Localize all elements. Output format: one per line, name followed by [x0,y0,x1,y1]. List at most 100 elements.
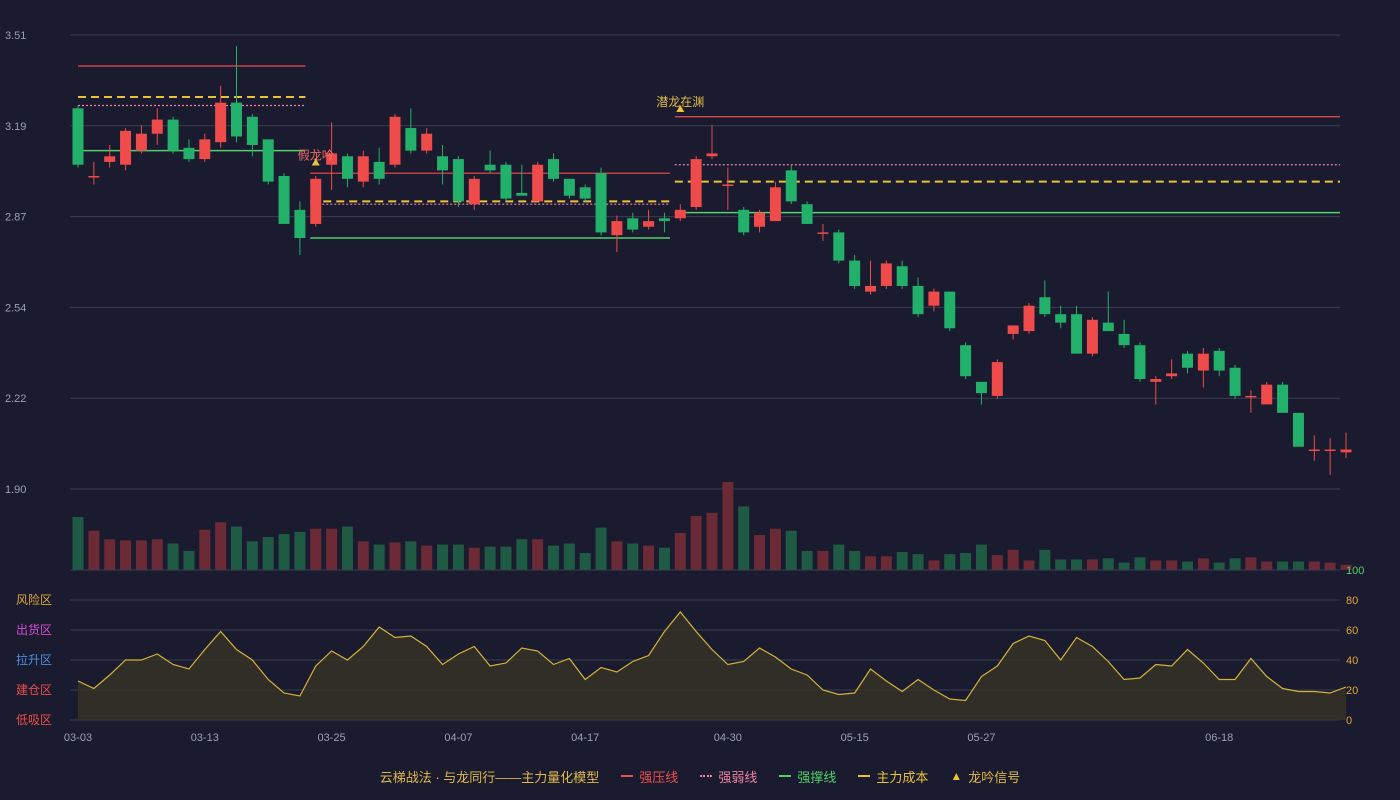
date-tick-label: 03-03 [64,732,92,744]
candle-body [722,184,734,186]
candle-body [1118,333,1130,346]
volume-bar [595,527,607,570]
volume-bar [690,515,702,570]
candle-body [785,170,797,202]
candle-body [1150,379,1162,382]
candle-body [690,159,702,208]
legend-resist[interactable]: 强压线 [621,767,678,786]
legend-signal-label: 龙吟信号 [968,769,1021,785]
candle-body [849,260,861,286]
candle-body [548,159,559,179]
volume-bar [627,543,639,570]
signal-label: 潜龙在渊 [656,95,704,109]
volume-bar [72,516,84,570]
volume-bar [643,545,655,570]
date-axis: 03-03 03-13 03-25 04-07 04-17 04-30 05-15 05-27… [64,732,1233,744]
signal-triangle-icon [311,158,320,166]
candle-body [595,173,607,233]
volume-bar [373,544,385,570]
score-line [77,611,1347,702]
volume-bar [912,554,924,570]
volume-bar [1102,558,1114,570]
candle-body [357,156,369,182]
volume-bar [326,528,338,570]
candle-body [183,147,195,160]
candle-body [262,139,274,182]
volume-bar [611,541,623,570]
volume-bar [1308,561,1320,570]
candle-body [1086,319,1098,354]
resist-line-swatch [621,775,634,777]
volume-bar [1277,561,1289,570]
volume-bar [1213,562,1225,570]
candle-body [960,345,972,377]
zone-label: 出货区 [16,622,52,637]
candle-body [1340,449,1352,453]
volume-bar [1039,549,1051,570]
score-tick-label: 60 [1346,625,1358,637]
signal-annotations: 假龙吟 潜龙在渊 [298,95,704,166]
score-tick-label: 80 [1346,595,1358,607]
volume-bar [944,554,956,570]
candle-body [738,209,750,233]
volume-bar [1182,561,1193,570]
volume-bar [865,556,876,570]
candle-body [896,266,908,286]
candlestick-series [72,46,1352,475]
volume-bar [532,539,544,570]
candle-body [563,178,575,196]
price-tick-label: 2.22 [5,393,26,405]
candle-body [246,116,258,145]
candle-body [928,291,940,306]
candle-body [231,102,242,137]
volume-bar [452,544,464,570]
volume-bar [1007,549,1019,570]
volume-bar [722,482,734,570]
legend-support[interactable]: 强撑线 [779,767,836,786]
legend-signal[interactable]: ▲ 龙吟信号 [950,767,1020,786]
candle-body [801,204,813,224]
zone-label: 低吸区 [16,713,52,727]
volume-bar [215,522,227,570]
candle-body [1197,353,1209,371]
volume-bar [801,550,813,570]
volume-bar [785,530,797,570]
volume-bar [706,512,718,570]
volume-bar [548,545,559,570]
candle-body [1102,322,1114,332]
volume-bar [817,550,829,570]
volume-bar [1229,558,1241,570]
candle-body [88,175,100,178]
volume-bar [960,553,972,570]
candle-body [215,102,227,143]
candle-body [880,263,892,286]
volume-bar [231,526,242,570]
price-tick-label: 3.19 [5,121,26,133]
zone-label: 建仓区 [16,683,52,697]
volume-bar [1340,564,1352,570]
legend-weak[interactable]: 强弱线 [700,767,757,786]
volume-bar [833,544,845,570]
date-tick-label: 04-07 [444,732,472,744]
candle-body [817,232,829,234]
candle-body [912,285,924,315]
legend-resist-label: 强压线 [639,769,679,785]
candle-body [1166,373,1178,377]
candle-body [1134,345,1146,380]
legend-cost[interactable]: 主力成本 [858,767,928,786]
date-tick-label: 06-18 [1205,732,1233,744]
candle-body [500,164,512,199]
triangle-icon: ▲ [950,769,963,783]
candle-body [1308,449,1320,452]
candle-body [944,291,956,329]
support-line-swatch [779,775,792,777]
zone-label: 拉升区 [16,652,52,667]
date-tick-label: 05-15 [841,732,869,744]
volume-bar [1118,562,1130,570]
candle-body [516,192,528,196]
date-tick-label: 03-13 [191,732,219,744]
candle-body [294,209,306,239]
legend-cost-label: 主力成本 [876,769,929,785]
volume-bar [341,526,353,570]
price-tick-label: 2.87 [5,212,26,224]
